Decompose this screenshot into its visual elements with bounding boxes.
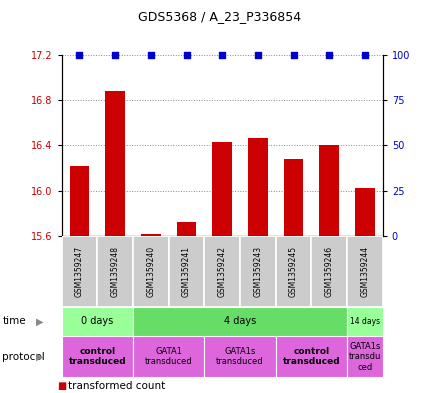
Text: ■: ■ xyxy=(57,381,66,391)
Text: transformed count: transformed count xyxy=(68,381,165,391)
Text: GSM1359243: GSM1359243 xyxy=(253,246,262,297)
Bar xyxy=(133,336,204,377)
Text: GSM1359248: GSM1359248 xyxy=(110,246,120,297)
Text: 0 days: 0 days xyxy=(81,316,114,326)
Text: 4 days: 4 days xyxy=(224,316,256,326)
Bar xyxy=(355,188,375,236)
Point xyxy=(361,52,368,58)
Bar xyxy=(62,236,97,307)
Text: GDS5368 / A_23_P336854: GDS5368 / A_23_P336854 xyxy=(139,10,301,23)
Bar xyxy=(276,236,312,307)
Text: GSM1359244: GSM1359244 xyxy=(360,246,370,297)
Point xyxy=(112,52,119,58)
Text: time: time xyxy=(2,316,26,326)
Bar xyxy=(70,166,89,236)
Text: 14 days: 14 days xyxy=(350,317,380,326)
Bar xyxy=(177,222,196,236)
Point xyxy=(183,52,190,58)
Text: GSM1359247: GSM1359247 xyxy=(75,246,84,297)
Bar xyxy=(276,336,347,377)
Point xyxy=(326,52,333,58)
Text: control
transduced: control transduced xyxy=(282,347,340,366)
Bar xyxy=(204,336,276,377)
Bar xyxy=(105,91,125,236)
Bar xyxy=(248,138,268,236)
Bar xyxy=(204,236,240,307)
Bar xyxy=(284,159,304,236)
Point xyxy=(219,52,226,58)
Bar xyxy=(347,307,383,336)
Text: GSM1359245: GSM1359245 xyxy=(289,246,298,297)
Point xyxy=(254,52,261,58)
Text: GATA1s
transdu
ced: GATA1s transdu ced xyxy=(349,342,381,371)
Text: GATA1
transduced: GATA1 transduced xyxy=(145,347,192,366)
Text: GSM1359242: GSM1359242 xyxy=(218,246,227,297)
Bar xyxy=(133,236,169,307)
Text: GATA1s
transduced: GATA1s transduced xyxy=(216,347,264,366)
Bar xyxy=(312,236,347,307)
Text: control
transduced: control transduced xyxy=(69,347,126,366)
Point xyxy=(147,52,154,58)
Bar xyxy=(62,307,133,336)
Text: ▶: ▶ xyxy=(36,316,44,326)
Point xyxy=(76,52,83,58)
Bar xyxy=(240,236,276,307)
Point xyxy=(290,52,297,58)
Text: GSM1359246: GSM1359246 xyxy=(325,246,334,297)
Text: protocol: protocol xyxy=(2,352,45,362)
Bar xyxy=(62,336,133,377)
Bar xyxy=(133,307,347,336)
Text: GSM1359241: GSM1359241 xyxy=(182,246,191,297)
Bar xyxy=(347,236,383,307)
Bar xyxy=(141,233,161,236)
Bar xyxy=(169,236,204,307)
Bar xyxy=(347,336,383,377)
Bar xyxy=(97,236,133,307)
Text: GSM1359240: GSM1359240 xyxy=(147,246,155,297)
Text: ▶: ▶ xyxy=(36,352,44,362)
Bar xyxy=(213,142,232,236)
Bar xyxy=(319,145,339,236)
